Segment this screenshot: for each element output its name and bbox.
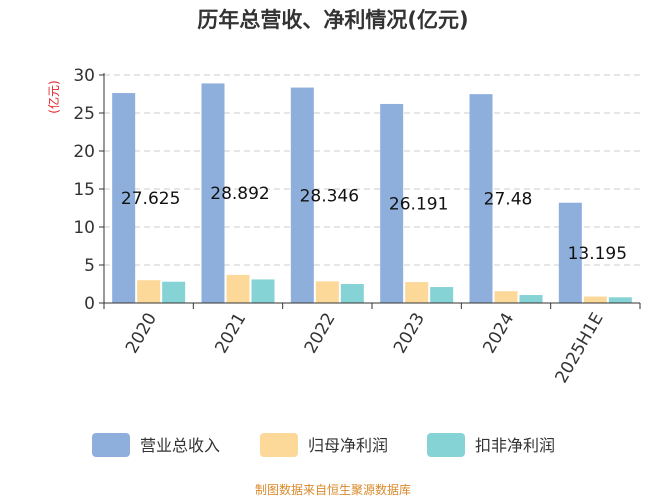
x-tick-label-2023: 2023 (390, 310, 429, 357)
legend-label-1: 归母净利润 (308, 436, 388, 455)
legend: 营业总收入 归母净利润 扣非净利润 (92, 433, 555, 457)
y-axis-ticks: 0 5 10 15 20 25 30 (73, 66, 104, 314)
chart-title: 历年总营收、净利情况(亿元) (197, 8, 468, 32)
legend-label-2: 扣非净利润 (475, 436, 555, 455)
y-tick-label-4: 20 (73, 142, 95, 162)
y-tick-label-5: 25 (73, 104, 95, 124)
x-tick-label-2024: 2024 (479, 310, 518, 357)
data-labels: 27.625 28.892 28.346 26.191 27.48 13.195 (121, 184, 627, 264)
legend-swatch-1 (260, 433, 298, 457)
data-label-2020: 27.625 (121, 189, 180, 209)
source-note: 制图数据来自恒生聚源数据库 (255, 482, 411, 497)
bar-s1-2020 (137, 280, 161, 303)
y-tick-label-0: 0 (84, 294, 95, 314)
x-axis-ticks: 2020 2021 2022 2023 2024 2025H1E (103, 303, 641, 387)
legend-swatch-0 (92, 433, 130, 457)
bar-s2-2021 (251, 279, 275, 303)
bar-s2-2022 (340, 284, 364, 303)
bar-s0-2021 (201, 83, 225, 303)
legend-swatch-2 (427, 433, 465, 457)
bar-s0-2023 (380, 103, 404, 304)
bar-s1-2023 (405, 282, 429, 303)
x-tick-label-2025H1E: 2025H1E (552, 310, 608, 387)
y-axis-label: (亿元) (46, 80, 61, 113)
bar-s1-2025H1E (583, 296, 607, 303)
bar-s2-2020 (162, 281, 186, 303)
data-label-2024: 27.48 (484, 190, 533, 210)
bar-s1-2024 (494, 291, 518, 303)
bar-s0-2024 (469, 94, 493, 303)
bar-s1-2021 (226, 274, 250, 303)
y-tick-label-1: 5 (84, 256, 95, 276)
bar-s0-2022 (290, 87, 314, 303)
x-tick-label-2021: 2021 (211, 310, 250, 357)
bar-s2-2025H1E (608, 297, 632, 303)
data-label-2021: 28.892 (210, 184, 269, 204)
legend-label-0: 营业总收入 (140, 436, 220, 455)
x-tick-label-2022: 2022 (301, 310, 340, 357)
data-label-2023: 26.191 (389, 194, 448, 214)
bar-s0-2020 (112, 93, 136, 303)
x-tick-label-2020: 2020 (122, 310, 161, 357)
y-tick-label-6: 30 (73, 66, 95, 86)
y-tick-label-3: 15 (73, 180, 95, 200)
y-tick-label-2: 10 (73, 218, 95, 238)
data-label-2022: 28.346 (300, 186, 359, 206)
bar-s1-2022 (315, 281, 339, 303)
bar-s2-2024 (519, 295, 543, 303)
data-label-2025H1E: 13.195 (568, 244, 627, 264)
bar-s2-2023 (430, 287, 454, 303)
bar-series (112, 83, 632, 304)
bar-s0-2025H1E (558, 202, 582, 303)
